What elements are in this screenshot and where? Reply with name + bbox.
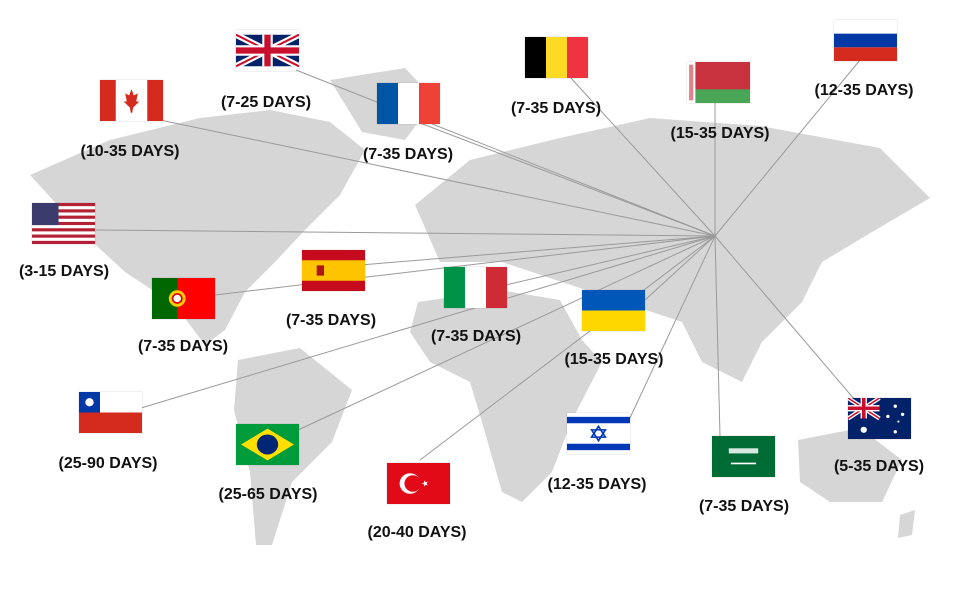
route-line [297, 235, 716, 431]
delivery-days-label: (7-35 DAYS) [285, 312, 377, 329]
saudi-arabia-flag-icon [712, 436, 775, 477]
delivery-days-label: (3-15 DAYS) [18, 263, 110, 280]
route-line [644, 235, 716, 301]
delivery-days-label: (7-25 DAYS) [220, 94, 312, 111]
continent-shape [415, 118, 930, 382]
delivery-days-label: (15-35 DAYS) [670, 125, 770, 142]
continent-shape [410, 290, 602, 502]
continent-shape [898, 510, 915, 538]
brazil-flag-icon [236, 424, 299, 465]
france-flag-icon [377, 83, 440, 124]
uk-flag-icon [236, 30, 299, 71]
route-line [569, 76, 716, 237]
israel-flag-icon [567, 413, 630, 454]
australia-flag-icon [848, 398, 911, 439]
delivery-days-label: (10-35 DAYS) [80, 143, 180, 160]
canada-flag-icon [100, 80, 163, 121]
portugal-flag-icon [152, 278, 215, 319]
italy-flag-icon [444, 267, 507, 308]
delivery-days-label: (20-40 DAYS) [367, 524, 467, 541]
continents [30, 68, 930, 545]
belgium-flag-icon [525, 37, 588, 78]
russia-flag-icon [834, 20, 897, 61]
route-line [714, 59, 861, 237]
route-line [714, 235, 721, 437]
delivery-days-label: (12-35 DAYS) [814, 82, 914, 99]
route-line [359, 235, 716, 266]
delivery-days-label: (15-35 DAYS) [564, 351, 664, 368]
turkey-flag-icon [387, 463, 450, 504]
delivery-days-label: (25-90 DAYS) [58, 455, 158, 472]
continent-shape [30, 110, 365, 345]
continent-shape [798, 428, 902, 502]
delivery-days-label: (25-65 DAYS) [218, 486, 318, 503]
route-lines [95, 59, 861, 461]
delivery-days-label: (12-35 DAYS) [547, 476, 647, 493]
route-line [140, 235, 716, 409]
route-line [505, 235, 716, 286]
chile-flag-icon [79, 392, 142, 433]
ukraine-flag-icon [582, 290, 645, 331]
delivery-days-label: (7-35 DAYS) [362, 146, 454, 163]
spain-flag-icon [302, 250, 365, 291]
usa-flag-icon [32, 203, 95, 244]
belarus-flag-icon [687, 62, 750, 103]
delivery-days-label: (7-35 DAYS) [137, 338, 229, 355]
route-line [419, 122, 716, 237]
delivery-days-label: (5-35 DAYS) [833, 458, 925, 475]
route-line [628, 235, 716, 421]
route-line [159, 119, 716, 237]
route-line [714, 235, 856, 401]
route-line [95, 229, 716, 237]
route-line [419, 235, 716, 461]
delivery-days-label: (7-35 DAYS) [510, 100, 602, 117]
delivery-days-label: (7-35 DAYS) [430, 328, 522, 345]
route-line [214, 235, 716, 296]
delivery-days-label: (7-35 DAYS) [698, 498, 790, 515]
route-line [295, 69, 716, 237]
